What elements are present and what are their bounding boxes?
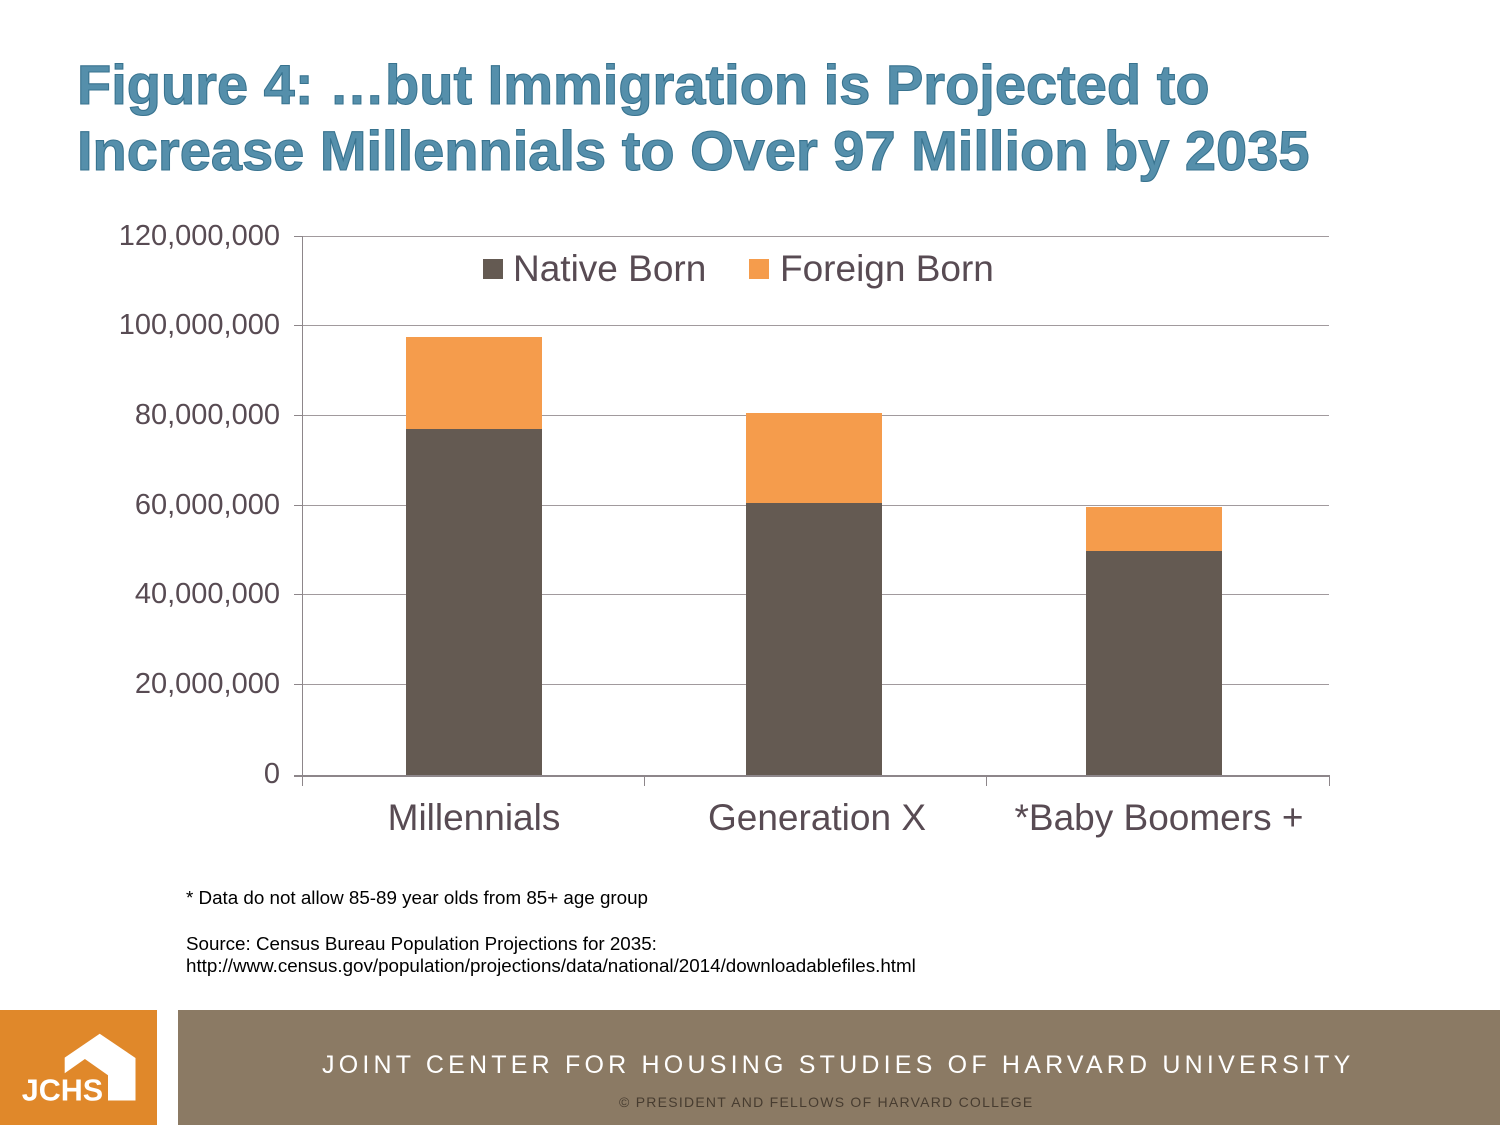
svg-text:JCHS: JCHS xyxy=(22,1074,103,1108)
